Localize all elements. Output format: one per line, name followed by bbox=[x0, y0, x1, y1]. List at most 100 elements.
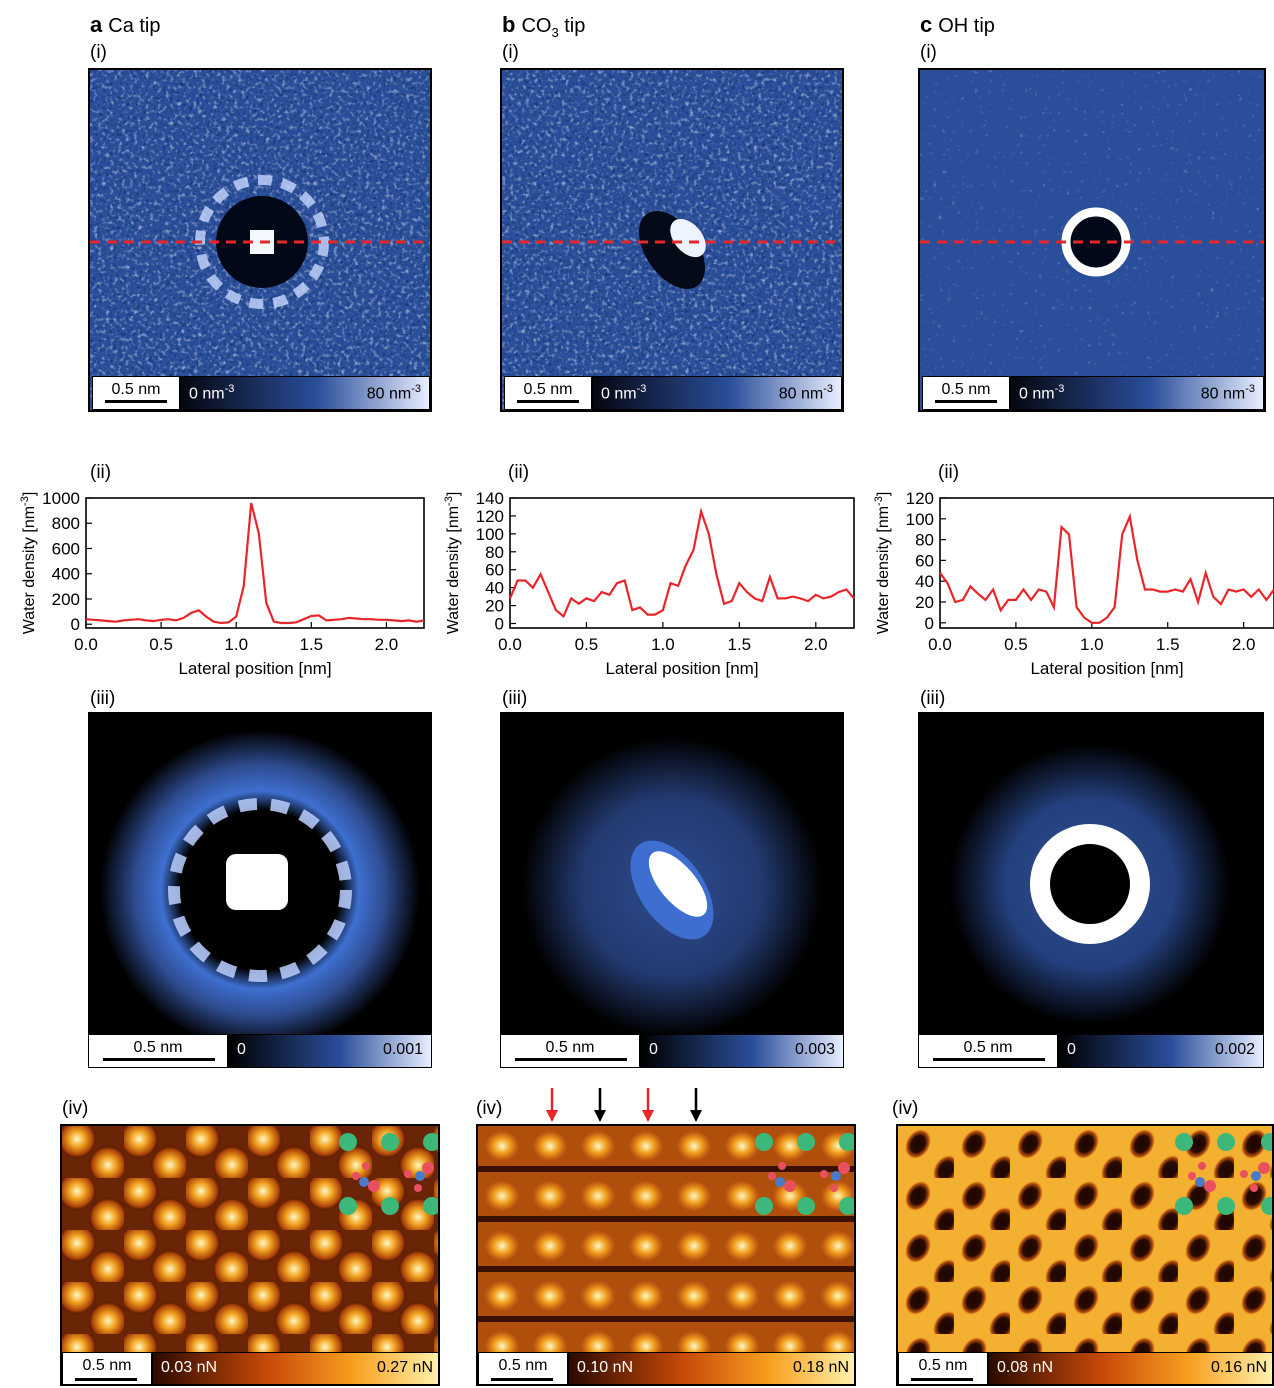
x-tick-label: 0.5 bbox=[575, 635, 599, 654]
probability-map-b: 0.5 nm 0 0.003 bbox=[500, 712, 844, 1068]
x-tick-label: 2.0 bbox=[375, 635, 399, 654]
scalebar-prob-b: 0.5 nm bbox=[500, 1034, 640, 1068]
x-axis-label: Lateral position [nm] bbox=[1030, 659, 1183, 678]
sublabel-i-c: (i) bbox=[920, 42, 937, 63]
probability-map-a: 0.5 nm 0 0.001 bbox=[88, 712, 432, 1068]
x-axis-label: Lateral position [nm] bbox=[178, 659, 331, 678]
y-tick-label: 60 bbox=[485, 561, 504, 580]
arrow-down-black-icon bbox=[594, 1088, 606, 1122]
sublabel-ii-b: (ii) bbox=[508, 462, 530, 483]
afm-image-c: 0.5 nm 0.08 nN 0.16 nN bbox=[896, 1124, 1274, 1386]
y-tick-label: 140 bbox=[476, 489, 504, 508]
sublabel-iv-b: (iv) bbox=[476, 1098, 503, 1119]
y-tick-label: 200 bbox=[52, 590, 80, 609]
column-title-a: a Ca tip bbox=[90, 12, 161, 37]
colorbar-afm-a: 0.03 nN 0.27 nN bbox=[152, 1352, 438, 1384]
x-tick-label: 2.0 bbox=[804, 635, 828, 654]
density-map-c-svg bbox=[920, 70, 1264, 410]
crystal-model-icon bbox=[755, 1133, 854, 1215]
x-tick-label: 1.5 bbox=[300, 635, 324, 654]
colorbar-density-a: 0 nm-3 80 nm-3 bbox=[180, 376, 430, 410]
colorbar-afm-c: 0.08 nN 0.16 nN bbox=[988, 1352, 1272, 1384]
afm-image-b: 0.5 nm 0.10 nN 0.18 nN bbox=[476, 1124, 856, 1386]
x-tick-label: 0.0 bbox=[498, 635, 522, 654]
y-tick-label: 600 bbox=[52, 539, 80, 558]
column-title-b: b CO3 tip bbox=[502, 12, 586, 40]
y-tick-label: 20 bbox=[915, 593, 934, 612]
y-tick-label: 40 bbox=[915, 572, 934, 591]
y-tick-label: 40 bbox=[485, 579, 504, 598]
sublabel-iv-a: (iv) bbox=[62, 1098, 89, 1119]
y-axis-label: Water density [nm-3] bbox=[19, 492, 38, 635]
y-tick-label: 400 bbox=[52, 565, 80, 584]
x-axis-label: Lateral position [nm] bbox=[605, 659, 758, 678]
y-tick-label: 80 bbox=[915, 531, 934, 550]
probability-map-c: 0.5 nm 0 0.002 bbox=[918, 712, 1264, 1068]
sublabel-i-a: (i) bbox=[90, 42, 107, 63]
colorbar-prob-c: 0 0.002 bbox=[1058, 1034, 1264, 1068]
afm-image-a-svg bbox=[62, 1126, 438, 1384]
y-tick-label: 80 bbox=[485, 543, 504, 562]
series-line bbox=[939, 512, 1274, 624]
plot-frame bbox=[939, 497, 1274, 629]
sublabel-ii-a: (ii) bbox=[90, 462, 112, 483]
probability-map-b-svg bbox=[522, 737, 822, 1037]
arrow-down-black-icon bbox=[690, 1088, 702, 1122]
density-map-b: 0.5 nm 0 nm-3 80 nm-3 bbox=[500, 68, 844, 412]
crystal-model-icon bbox=[1175, 1133, 1272, 1215]
y-tick-label: 100 bbox=[906, 510, 934, 529]
y-tick-label: 120 bbox=[476, 507, 504, 526]
colorbar-prob-a: 0 0.001 bbox=[228, 1034, 432, 1068]
arrow-down-red-icon bbox=[546, 1088, 558, 1122]
colorbar-density-b: 0 nm-3 80 nm-3 bbox=[592, 376, 842, 410]
series-line bbox=[508, 507, 855, 619]
x-tick-label: 0.5 bbox=[149, 635, 173, 654]
plot-frame bbox=[85, 497, 425, 629]
afm-image-b-svg bbox=[478, 1126, 854, 1384]
sublabel-iv-c: (iv) bbox=[892, 1098, 919, 1119]
sublabel-iii-c: (iii) bbox=[920, 688, 946, 709]
sublabel-iii-a: (iii) bbox=[90, 688, 116, 709]
probability-map-a-svg bbox=[100, 730, 420, 1050]
y-tick-label: 0 bbox=[925, 614, 934, 633]
series-line bbox=[85, 502, 425, 625]
x-tick-label: 0.0 bbox=[928, 635, 952, 654]
scalebar-afm-c: 0.5 nm bbox=[898, 1352, 988, 1384]
colorbar-density-c: 0 nm-3 80 nm-3 bbox=[1010, 376, 1264, 410]
density-profile-plot-a: 0 200 400 600 800 1000 0.0 0.5 1.0 1.5 2.0 Lateral … bbox=[19, 489, 425, 678]
x-tick-label: 1.0 bbox=[651, 635, 675, 654]
y-tick-label: 1000 bbox=[42, 489, 80, 508]
scalebar-afm-a: 0.5 nm bbox=[62, 1352, 152, 1384]
scalebar-prob-a: 0.5 nm bbox=[88, 1034, 228, 1068]
y-axis-label: Water density [nm-3] bbox=[443, 492, 462, 635]
x-tick-label: 1.0 bbox=[224, 635, 248, 654]
crystal-model-icon bbox=[339, 1133, 438, 1215]
scalebar-density-c: 0.5 nm bbox=[922, 376, 1010, 410]
x-tick-label: 1.5 bbox=[728, 635, 752, 654]
column-title-c: c OH tip bbox=[920, 12, 995, 37]
density-map-b-svg bbox=[502, 70, 842, 410]
afm-image-c-svg bbox=[898, 1126, 1272, 1384]
density-map-a-svg bbox=[90, 70, 430, 410]
y-axis-label: Water density [nm-3] bbox=[873, 492, 892, 635]
plot-frame bbox=[509, 497, 855, 629]
colorbar-prob-b: 0 0.003 bbox=[640, 1034, 844, 1068]
colorbar-afm-b: 0.10 nN 0.18 nN bbox=[568, 1352, 854, 1384]
y-tick-label: 100 bbox=[476, 525, 504, 544]
y-tick-label: 120 bbox=[906, 489, 934, 508]
density-map-a: 0.5 nm 0 nm-3 80 nm-3 bbox=[88, 68, 432, 412]
y-tick-label: 20 bbox=[485, 597, 504, 616]
scalebar-afm-b: 0.5 nm bbox=[478, 1352, 568, 1384]
sublabel-ii-c: (ii) bbox=[938, 462, 960, 483]
y-tick-label: 800 bbox=[52, 514, 80, 533]
scalebar-density-a: 0.5 nm bbox=[92, 376, 180, 410]
afm-image-a: 0.5 nm 0.03 nN 0.27 nN bbox=[60, 1124, 440, 1386]
y-tick-label: 0 bbox=[495, 615, 504, 634]
x-tick-label: 1.0 bbox=[1080, 635, 1104, 654]
sublabel-iii-b: (iii) bbox=[502, 688, 528, 709]
x-tick-label: 1.5 bbox=[1156, 635, 1180, 654]
scalebar-density-b: 0.5 nm bbox=[504, 376, 592, 410]
x-tick-label: 0.0 bbox=[74, 635, 98, 654]
